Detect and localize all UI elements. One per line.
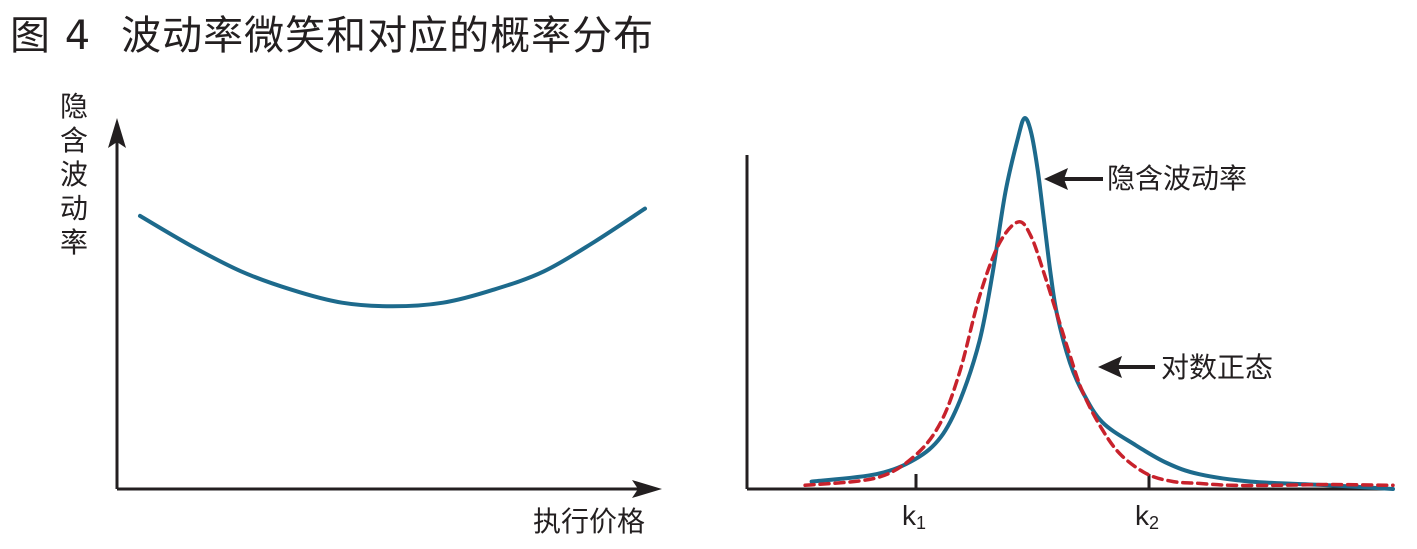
left-plot-area: [138, 206, 647, 309]
left-y-axis-arrow: [108, 118, 126, 148]
series-line-0: [809, 116, 1395, 491]
tick-label-k1: k1: [902, 500, 927, 533]
smile-curve-0: [138, 206, 647, 309]
y-axis-label-char: 率: [59, 226, 88, 259]
annotation-arrow-lognormal: [1098, 356, 1155, 378]
left-x-axis-arrow: [632, 480, 662, 498]
y-axis-label-char: 隐: [59, 90, 88, 123]
y-axis-label-char: 动: [59, 192, 88, 225]
figure-number: 图 4: [10, 13, 92, 59]
y-axis-label-char: 含: [59, 124, 88, 157]
left-y-axis-label: 隐含波动率: [54, 90, 94, 260]
annotation-arrow-implied-vol: [1044, 168, 1103, 190]
series-line-1: [803, 220, 1395, 488]
figure-title-text: 波动率微笑和对应的概率分布: [121, 13, 655, 59]
left-x-axis-label: 执行价格: [533, 505, 646, 538]
figure-title: 图 4 波动率微笑和对应的概率分布: [10, 6, 654, 66]
tick-label-k2: k2: [1135, 500, 1160, 533]
legend-label-implied-vol: 隐含波动率: [1107, 162, 1248, 195]
right-plot-area: [803, 116, 1395, 491]
legend-label-lognormal: 对数正态: [1161, 351, 1274, 384]
y-axis-label-char: 波: [59, 158, 88, 191]
